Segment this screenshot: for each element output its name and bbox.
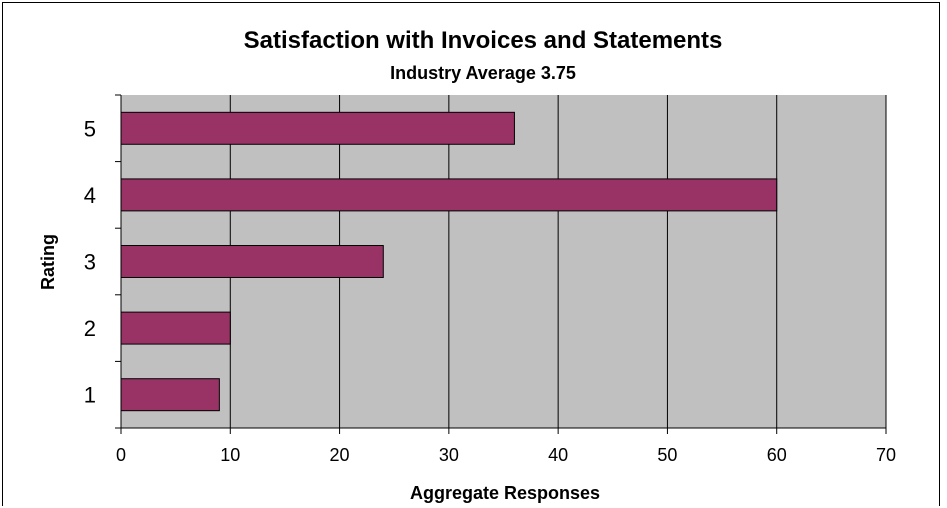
x-tick-labels: 0 10 20 30 40 50 60 70 [116, 445, 896, 465]
x-tick-label: 40 [548, 445, 568, 465]
bar-rating-2 [120, 311, 231, 345]
bar-rating-1 [120, 378, 220, 412]
axes [115, 94, 887, 434]
x-tick-label: 50 [657, 445, 677, 465]
y-tick-labels: 1 2 3 4 5 [84, 116, 96, 407]
x-tick-label: 70 [876, 445, 896, 465]
x-tick-label: 20 [330, 445, 350, 465]
y-tick-label: 4 [84, 183, 96, 208]
y-tick-label: 1 [84, 383, 96, 408]
y-tick-label: 2 [84, 316, 96, 341]
y-axis-title: Rating [38, 234, 58, 290]
bar-rating-4 [120, 178, 778, 212]
chart-title: Satisfaction with Invoices and Statement… [244, 27, 723, 54]
y-tick-label: 5 [84, 116, 96, 141]
x-tick-label: 30 [439, 445, 459, 465]
x-tick-label: 60 [767, 445, 787, 465]
x-tick-label: 10 [220, 445, 240, 465]
x-tick-label: 0 [116, 445, 126, 465]
x-axis-title: Aggregate Responses [410, 483, 600, 503]
bar-rating-5 [120, 111, 515, 145]
chart-subtitle: Industry Average 3.75 [390, 63, 576, 83]
bar-rating-3 [120, 245, 384, 278]
y-tick-label: 3 [84, 250, 96, 275]
